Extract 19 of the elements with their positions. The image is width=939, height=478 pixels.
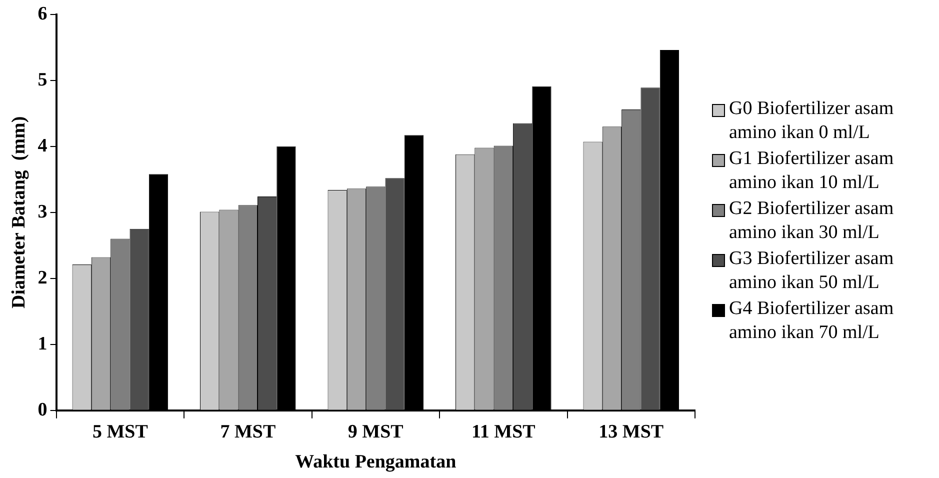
x-tick-label: 13 MST bbox=[598, 422, 664, 443]
x-axis-title: Waktu Pengamatan bbox=[295, 452, 457, 473]
y-axis-title: Diameter Batang (mm) bbox=[8, 116, 30, 309]
legend-label: G0 Biofertilizer asam amino ikan 0 ml/L bbox=[729, 97, 895, 145]
y-tick-label: 3 bbox=[38, 201, 48, 222]
x-tick-label: 9 MST bbox=[348, 422, 404, 443]
y-tick-label: 6 bbox=[38, 3, 48, 24]
x-tick-label: 7 MST bbox=[220, 422, 276, 443]
y-tick-label: 4 bbox=[38, 135, 48, 156]
legend-label: G1 Biofertilizer asam amino ikan 10 ml/L bbox=[729, 147, 895, 195]
legend-label: G3 Biofertilizer asam amino ikan 50 ml/L bbox=[729, 247, 895, 295]
y-tick-label: 2 bbox=[38, 267, 48, 288]
x-tick-label: 11 MST bbox=[471, 422, 536, 443]
legend-label: G2 Biofertilizer asam amino ikan 30 ml/L bbox=[729, 197, 895, 245]
x-tick-label: 5 MST bbox=[92, 422, 148, 443]
y-tick-label: 1 bbox=[38, 333, 48, 354]
legend-label: G4 Biofertilizer asam amino ikan 70 ml/L bbox=[729, 297, 895, 345]
y-tick-label: 5 bbox=[38, 69, 48, 90]
y-tick-label: 0 bbox=[38, 399, 48, 420]
